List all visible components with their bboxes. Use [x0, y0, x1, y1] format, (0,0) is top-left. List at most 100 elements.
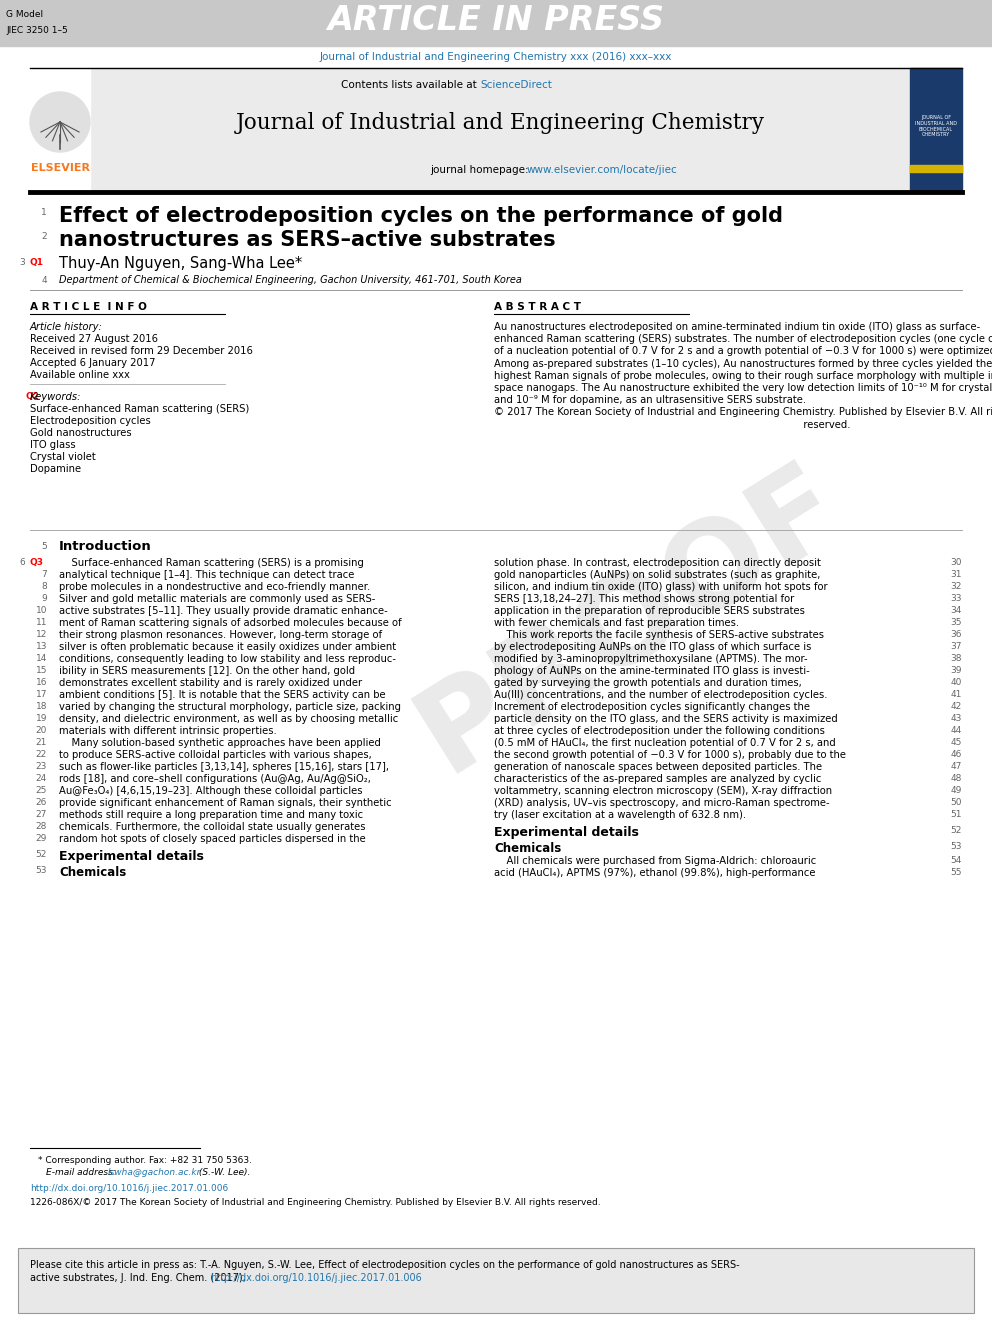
Text: Experimental details: Experimental details: [494, 826, 639, 839]
Text: Received in revised form 29 December 2016: Received in revised form 29 December 201…: [30, 347, 253, 356]
Text: 51: 51: [950, 810, 962, 819]
Text: the second growth potential of −0.3 V for 1000 s), probably due to the: the second growth potential of −0.3 V fo…: [494, 750, 846, 759]
Text: application in the preparation of reproducible SERS substrates: application in the preparation of reprod…: [494, 606, 805, 617]
Text: silicon, and indium tin oxide (ITO) glass) with uniform hot spots for: silicon, and indium tin oxide (ITO) glas…: [494, 582, 827, 591]
Text: 14: 14: [36, 654, 47, 663]
Text: 23: 23: [36, 762, 47, 771]
Text: methods still require a long preparation time and many toxic: methods still require a long preparation…: [59, 810, 363, 820]
Text: 31: 31: [950, 570, 962, 579]
Text: 22: 22: [36, 750, 47, 759]
Text: 28: 28: [36, 822, 47, 831]
Text: try (laser excitation at a wavelength of 632.8 nm).: try (laser excitation at a wavelength of…: [494, 810, 746, 820]
Text: Electrodeposition cycles: Electrodeposition cycles: [30, 415, 151, 426]
Text: Accepted 6 January 2017: Accepted 6 January 2017: [30, 359, 156, 368]
Text: * Corresponding author. Fax: +82 31 750 5363.: * Corresponding author. Fax: +82 31 750 …: [38, 1156, 252, 1166]
Text: Effect of electrodeposition cycles on the performance of gold: Effect of electrodeposition cycles on th…: [59, 206, 783, 226]
Text: provide significant enhancement of Raman signals, their synthetic: provide significant enhancement of Raman…: [59, 798, 392, 808]
Text: 46: 46: [950, 750, 962, 759]
Text: ibility in SERS measurements [12]. On the other hand, gold: ibility in SERS measurements [12]. On th…: [59, 665, 355, 676]
Text: Introduction: Introduction: [59, 540, 152, 553]
Text: analytical technique [1–4]. This technique can detect trace: analytical technique [1–4]. This techniq…: [59, 570, 354, 579]
Text: 4: 4: [42, 277, 47, 284]
Text: 44: 44: [950, 726, 962, 736]
Text: materials with different intrinsic properties.: materials with different intrinsic prope…: [59, 726, 277, 736]
Text: Surface-enhanced Raman scattering (SERS) is a promising: Surface-enhanced Raman scattering (SERS)…: [59, 558, 364, 568]
Text: Article history:: Article history:: [30, 321, 103, 332]
Text: 10: 10: [36, 606, 47, 615]
Text: density, and dielectric environment, as well as by choosing metallic: density, and dielectric environment, as …: [59, 714, 398, 724]
Text: 38: 38: [950, 654, 962, 663]
Text: silver is often problematic because it easily oxidizes under ambient: silver is often problematic because it e…: [59, 642, 396, 652]
Text: This work reports the facile synthesis of SERS-active substrates: This work reports the facile synthesis o…: [494, 630, 824, 640]
Bar: [30, 67, 90, 191]
Text: Au(III) concentrations, and the number of electrodeposition cycles.: Au(III) concentrations, and the number o…: [494, 691, 827, 700]
Text: with fewer chemicals and fast preparation times.: with fewer chemicals and fast preparatio…: [494, 618, 739, 628]
Text: 2: 2: [42, 232, 47, 241]
Text: ELSEVIER: ELSEVIER: [31, 163, 89, 173]
Text: 9: 9: [42, 594, 47, 603]
Text: 25: 25: [36, 786, 47, 795]
Text: highest Raman signals of probe molecules, owing to their rough surface morpholog: highest Raman signals of probe molecules…: [494, 370, 992, 381]
Text: space nanogaps. The Au nanostructure exhibited the very low detection limits of : space nanogaps. The Au nanostructure exh…: [494, 382, 992, 393]
Text: 50: 50: [950, 798, 962, 807]
Text: Surface-enhanced Raman scattering (SERS): Surface-enhanced Raman scattering (SERS): [30, 404, 249, 414]
Text: probe molecules in a nondestructive and eco-friendly manner.: probe molecules in a nondestructive and …: [59, 582, 370, 591]
Text: Department of Chemical & Biochemical Engineering, Gachon University, 461-701, So: Department of Chemical & Biochemical Eng…: [59, 275, 522, 284]
Text: solution phase. In contrast, electrodeposition can directly deposit: solution phase. In contrast, electrodepo…: [494, 558, 820, 568]
Text: 17: 17: [36, 691, 47, 699]
Text: characteristics of the as-prepared samples are analyzed by cyclic: characteristics of the as-prepared sampl…: [494, 774, 821, 785]
Text: 29: 29: [36, 833, 47, 843]
Text: © 2017 The Korean Society of Industrial and Engineering Chemistry. Published by : © 2017 The Korean Society of Industrial …: [494, 407, 992, 417]
Text: Au@Fe₃O₄) [4,6,15,19–23]. Although these colloidal particles: Au@Fe₃O₄) [4,6,15,19–23]. Although these…: [59, 786, 362, 796]
Text: 37: 37: [950, 642, 962, 651]
Text: Thuy-An Nguyen, Sang-Wha Lee*: Thuy-An Nguyen, Sang-Wha Lee*: [59, 255, 303, 271]
Text: JIEC 3250 1–5: JIEC 3250 1–5: [6, 26, 67, 34]
Text: at three cycles of electrodeposition under the following conditions: at three cycles of electrodeposition und…: [494, 726, 825, 736]
Text: http://dx.doi.org/10.1016/j.jiec.2017.01.006: http://dx.doi.org/10.1016/j.jiec.2017.01…: [30, 1184, 228, 1193]
Text: ambient conditions [5]. It is notable that the SERS activity can be: ambient conditions [5]. It is notable th…: [59, 691, 386, 700]
Text: Chemicals: Chemicals: [59, 867, 126, 878]
Text: 53: 53: [950, 841, 962, 851]
Text: 16: 16: [36, 677, 47, 687]
Text: 53: 53: [36, 867, 47, 875]
Text: 41: 41: [950, 691, 962, 699]
Text: (XRD) analysis, UV–vis spectroscopy, and micro-Raman spectrome-: (XRD) analysis, UV–vis spectroscopy, and…: [494, 798, 829, 808]
Text: nanostructures as SERS–active substrates: nanostructures as SERS–active substrates: [59, 230, 556, 250]
Text: Among as-prepared substrates (1–10 cycles), Au nanostructures formed by three cy: Among as-prepared substrates (1–10 cycle…: [494, 359, 992, 369]
Text: 52: 52: [36, 849, 47, 859]
Text: 20: 20: [36, 726, 47, 736]
Text: Contents lists available at: Contents lists available at: [341, 79, 480, 90]
Text: Available online xxx: Available online xxx: [30, 370, 130, 380]
Text: 34: 34: [950, 606, 962, 615]
Text: PROOF: PROOF: [398, 445, 862, 795]
Text: 30: 30: [950, 558, 962, 568]
Text: 55: 55: [950, 868, 962, 877]
Text: Crystal violet: Crystal violet: [30, 452, 96, 462]
Text: ARTICLE IN PRESS: ARTICLE IN PRESS: [327, 4, 665, 37]
Text: 21: 21: [36, 738, 47, 747]
Text: enhanced Raman scattering (SERS) substrates. The number of electrodeposition cyc: enhanced Raman scattering (SERS) substra…: [494, 335, 992, 344]
Text: JOURNAL OF
INDUSTRIAL AND
BIOCHEMICAL
CHEMISTRY: JOURNAL OF INDUSTRIAL AND BIOCHEMICAL CH…: [915, 115, 957, 138]
Text: 19: 19: [36, 714, 47, 722]
Text: generation of nanoscale spaces between deposited particles. The: generation of nanoscale spaces between d…: [494, 762, 822, 773]
Bar: [910, 67, 962, 191]
Text: 45: 45: [950, 738, 962, 747]
Text: conditions, consequently leading to low stability and less reproduc-: conditions, consequently leading to low …: [59, 654, 396, 664]
Text: SERS [13,18,24–27]. This method shows strong potential for: SERS [13,18,24–27]. This method shows st…: [494, 594, 795, 605]
Text: active substrates, J. Ind. Eng. Chem. (2017),: active substrates, J. Ind. Eng. Chem. (2…: [30, 1273, 249, 1283]
Text: Many solution-based synthetic approaches have been applied: Many solution-based synthetic approaches…: [59, 738, 381, 747]
Text: 1226-086X/© 2017 The Korean Society of Industrial and Engineering Chemistry. Pub: 1226-086X/© 2017 The Korean Society of I…: [30, 1199, 600, 1207]
Text: 1: 1: [42, 208, 47, 217]
Text: 35: 35: [950, 618, 962, 627]
Text: their strong plasmon resonances. However, long-term storage of: their strong plasmon resonances. However…: [59, 630, 382, 640]
Text: Q1: Q1: [30, 258, 44, 267]
Bar: [90, 67, 910, 191]
Text: Journal of Industrial and Engineering Chemistry: Journal of Industrial and Engineering Ch…: [235, 112, 765, 134]
Text: Dopamine: Dopamine: [30, 464, 81, 474]
Text: 11: 11: [36, 618, 47, 627]
Text: www.elsevier.com/locate/jiec: www.elsevier.com/locate/jiec: [527, 165, 678, 175]
Text: Silver and gold metallic materials are commonly used as SERS-: Silver and gold metallic materials are c…: [59, 594, 375, 605]
Text: reserved.: reserved.: [494, 419, 850, 430]
Text: Increment of electrodeposition cycles significantly changes the: Increment of electrodeposition cycles si…: [494, 703, 810, 712]
Text: active substrates [5–11]. They usually provide dramatic enhance-: active substrates [5–11]. They usually p…: [59, 606, 388, 617]
